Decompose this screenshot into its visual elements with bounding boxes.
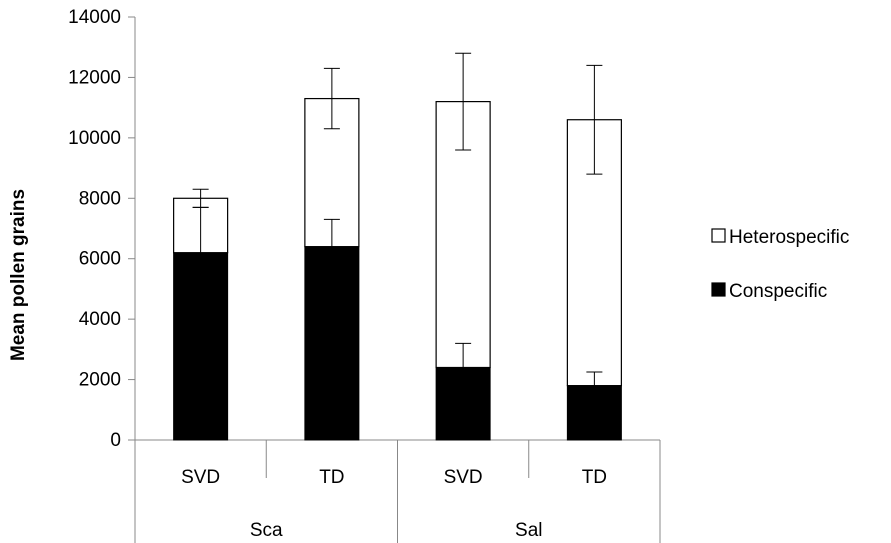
x-tick-label: TD <box>582 467 607 488</box>
x-tick-label: SVD <box>444 467 483 488</box>
y-tick-label: 14000 <box>68 7 121 28</box>
bar-conspecific <box>173 252 229 441</box>
y-axis-title: Mean pollen grains <box>8 189 29 361</box>
y-tick-label: 2000 <box>79 370 121 391</box>
legend-swatch <box>711 282 726 297</box>
legend: Heterospecific Conspecific <box>711 227 849 302</box>
category-axis: SVD TD SVD TD Sca Sal <box>134 440 661 543</box>
x-tick-label: SVD <box>181 467 220 488</box>
group-label: Sca <box>250 520 283 541</box>
legend-label: Conspecific <box>729 281 827 302</box>
bar-conspecific <box>566 385 622 441</box>
y-tick-label: 8000 <box>79 188 121 209</box>
bar-conspecific <box>304 246 360 441</box>
legend-swatch <box>711 228 726 243</box>
group-label: Sal <box>515 520 542 541</box>
y-tick-label: 6000 <box>79 249 121 270</box>
y-tick-label: 12000 <box>68 67 121 88</box>
bars <box>173 97 622 441</box>
y-tick-label: 4000 <box>79 309 121 330</box>
y-tick-label: 10000 <box>68 128 121 149</box>
error-bars <box>192 52 603 386</box>
bar-conspecific <box>435 366 491 441</box>
x-tick-label: TD <box>319 467 344 488</box>
legend-label: Heterospecific <box>729 227 849 248</box>
y-tick-label: 0 <box>110 430 121 451</box>
